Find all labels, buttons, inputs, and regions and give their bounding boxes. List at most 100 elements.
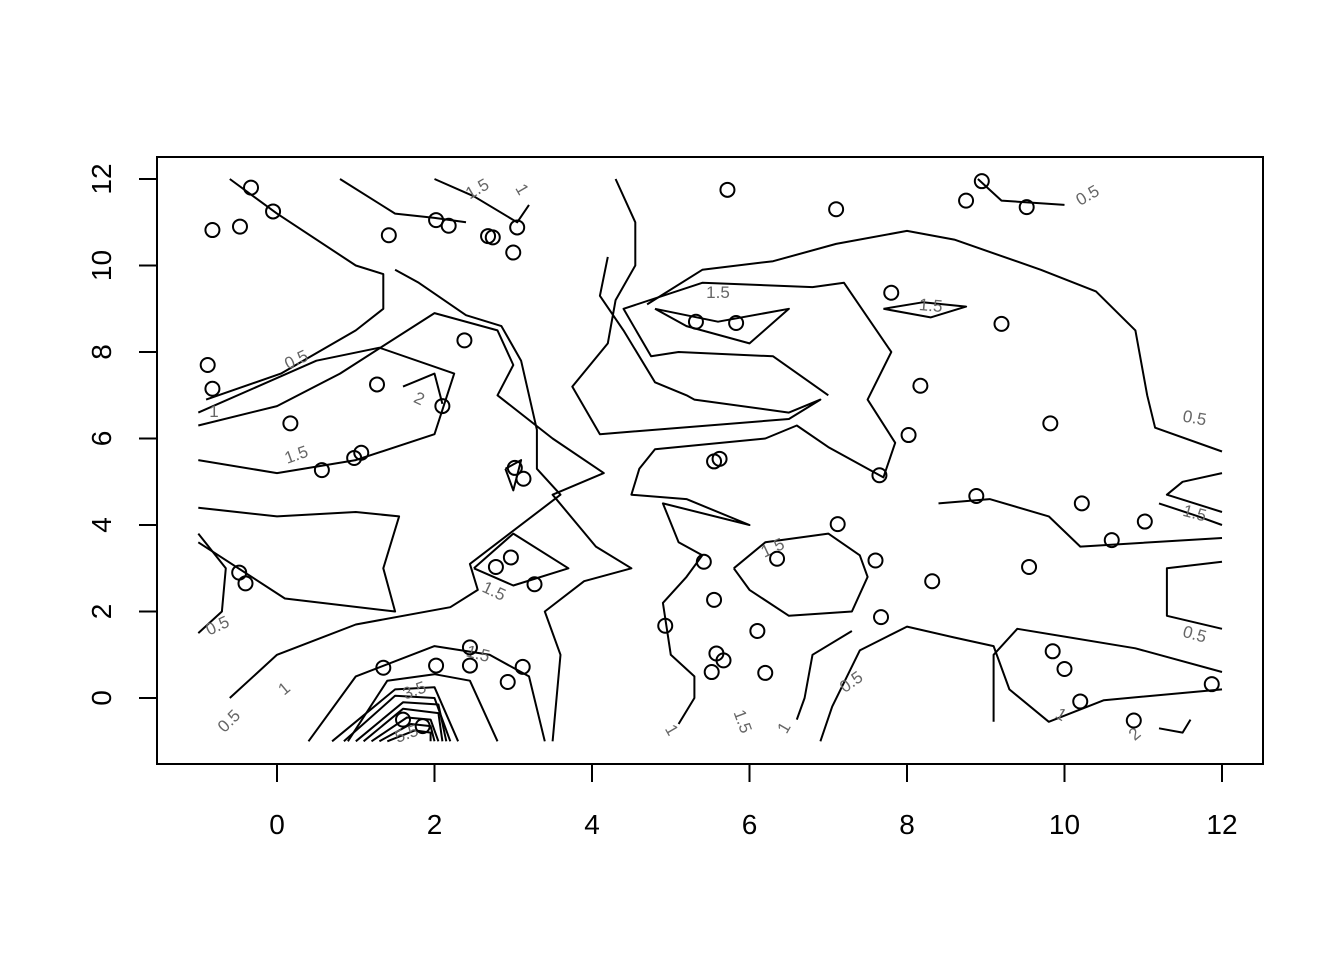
contour-label-13: 1 — [661, 721, 682, 739]
data-point-31 — [499, 673, 516, 690]
data-point-51 — [657, 617, 674, 634]
contour-label-1: 1 — [511, 180, 532, 198]
data-point-61 — [1042, 415, 1059, 432]
contour-label-20: 0.5 — [1073, 181, 1103, 209]
data-point-52 — [749, 622, 766, 639]
contour-line-1-4 — [622, 281, 897, 725]
data-point-23 — [502, 549, 519, 566]
contour-line-1-3 — [434, 178, 530, 224]
data-point-17 — [313, 462, 330, 479]
data-point-35 — [719, 181, 736, 198]
contour-label-23: 0.5 — [1181, 622, 1209, 646]
data-point-45 — [829, 516, 846, 533]
contour-line-3-0 — [355, 701, 448, 743]
contour-line-0.5-8 — [646, 229, 1223, 453]
data-point-41 — [900, 427, 917, 444]
contour-line-2-2 — [331, 686, 460, 743]
x-tick-label-12: 12 — [1206, 809, 1237, 840]
contour-line-0.5-3 — [571, 178, 822, 436]
contour-line-1.5-6 — [883, 301, 968, 319]
contour-label-0: 1.5 — [462, 175, 492, 203]
contour-label-15: 1 — [773, 719, 794, 737]
contour-line-1.5-2 — [473, 532, 570, 587]
contour-label-6: 0.5 — [203, 612, 232, 639]
data-point-59 — [1018, 199, 1035, 216]
data-point-67 — [1136, 513, 1153, 530]
data-point-33 — [395, 711, 411, 728]
data-point-48 — [769, 550, 786, 567]
x-tick-label-2: 2 — [427, 809, 443, 840]
data-point-28 — [428, 657, 445, 674]
contour-line-0.5-4 — [819, 625, 1223, 742]
data-point-40 — [912, 377, 929, 394]
contour-line-4.5-0 — [378, 723, 436, 743]
data-point-65 — [1073, 495, 1090, 512]
contour-line-3.5-0 — [362, 707, 444, 743]
y-tick-label-2: 2 — [86, 604, 117, 620]
data-point-58 — [973, 173, 990, 190]
contour-label-8: 0.5 — [214, 706, 244, 736]
data-point-46 — [695, 553, 712, 570]
contour-line-1.5-3 — [347, 673, 499, 742]
contour-line-5-0 — [386, 729, 432, 743]
contour-label-11: 3.5 — [400, 678, 429, 704]
contour-label-7: 1 — [274, 678, 293, 699]
data-point-12 — [204, 380, 221, 397]
data-point-3 — [231, 218, 248, 235]
data-point-63 — [924, 573, 941, 590]
data-point-57 — [958, 192, 975, 209]
data-point-72 — [1203, 676, 1220, 693]
data-point-55 — [703, 664, 720, 681]
data-point-27 — [375, 659, 392, 676]
contour-line-1-7 — [938, 498, 1223, 548]
contour-label-14: 1.5 — [730, 707, 756, 736]
data-point-66 — [1103, 532, 1120, 549]
x-tick-label-8: 8 — [899, 809, 915, 840]
contour-label-18: 1.5 — [706, 283, 730, 302]
data-point-29 — [461, 639, 478, 656]
contour-label-21: 0.5 — [1181, 407, 1208, 430]
y-tick-label-4: 4 — [86, 517, 117, 533]
contour-line-0.5-6 — [1165, 472, 1223, 513]
data-point-71 — [1125, 712, 1142, 729]
data-point-2 — [204, 222, 221, 239]
contour-label-22: 1.5 — [1181, 501, 1209, 525]
y-tick-label-10: 10 — [86, 250, 117, 281]
data-point-34 — [414, 718, 431, 735]
contour-label-3: 1 — [209, 402, 218, 421]
data-point-70 — [1072, 693, 1089, 710]
data-point-14 — [369, 376, 386, 393]
data-point-0 — [243, 179, 260, 196]
data-point-39 — [883, 284, 900, 301]
data-point-50 — [873, 609, 890, 626]
data-point-10 — [505, 244, 522, 261]
plot-frame — [156, 156, 1264, 765]
data-point-54 — [715, 652, 732, 669]
contour-lines — [197, 178, 1223, 743]
data-point-42 — [871, 467, 888, 484]
data-point-9 — [509, 219, 526, 236]
data-point-8 — [484, 229, 501, 246]
data-point-37 — [687, 313, 704, 330]
contour-line-1-6 — [992, 627, 1223, 722]
data-point-19 — [353, 444, 370, 461]
contour-line-1-0 — [198, 312, 633, 742]
contour-line-0.5-5 — [1165, 560, 1223, 630]
contour-line-1.5-7 — [1158, 502, 1223, 526]
data-point-68 — [1044, 643, 1061, 660]
contour-line-1-5 — [795, 630, 853, 720]
data-point-62 — [968, 488, 985, 505]
x-tick-label-6: 6 — [742, 809, 758, 840]
y-tick-label-12: 12 — [86, 163, 117, 194]
data-point-21 — [515, 470, 532, 487]
data-point-11 — [199, 356, 216, 373]
contour-line-1.5-1 — [339, 178, 467, 224]
contour-line-2-0 — [402, 372, 444, 405]
data-point-69 — [1056, 661, 1073, 678]
x-tick-label-4: 4 — [584, 809, 600, 840]
data-point-20 — [506, 459, 523, 476]
contour-line-1.5-5 — [732, 532, 869, 617]
data-point-49 — [867, 552, 884, 569]
x-tick-label-10: 10 — [1049, 809, 1080, 840]
